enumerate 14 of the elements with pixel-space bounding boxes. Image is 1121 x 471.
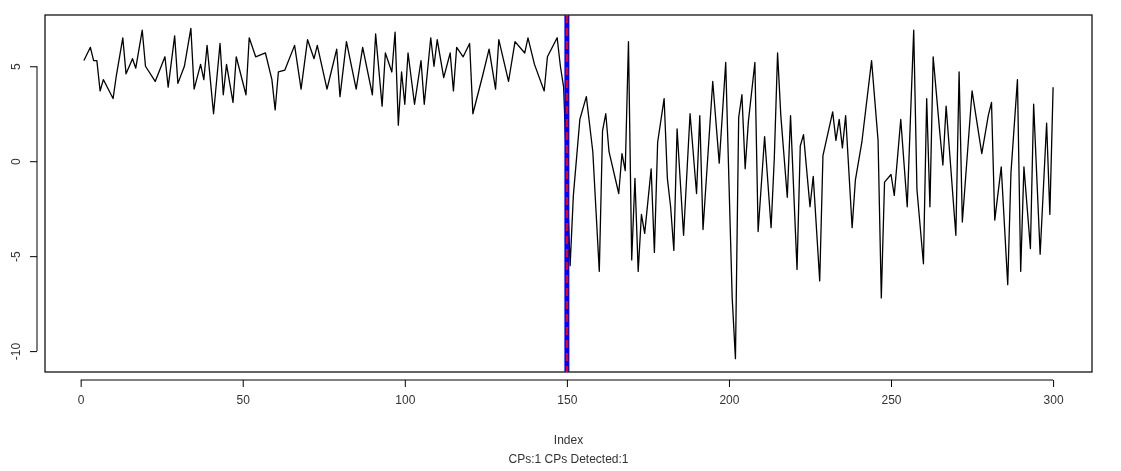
y-tick-label: -10 <box>9 342 24 361</box>
y-tick-label: 5 <box>9 63 24 71</box>
x-tick-label: 150 <box>557 393 578 408</box>
y-tick-label: -5 <box>9 251 24 262</box>
x-tick-label: 100 <box>395 393 416 408</box>
x-tick-label: 300 <box>1043 393 1064 408</box>
x-tick-label: 0 <box>77 393 85 408</box>
x-tick-label: 200 <box>719 393 740 408</box>
x-tick-label: 50 <box>236 393 251 408</box>
x-axis-title: Index <box>553 433 584 447</box>
y-tick-label: 0 <box>9 158 24 166</box>
text: CPs:1 CPs Detected:1 <box>508 452 629 466</box>
x-tick-label: 250 <box>881 393 902 408</box>
line-series <box>83 27 1054 360</box>
